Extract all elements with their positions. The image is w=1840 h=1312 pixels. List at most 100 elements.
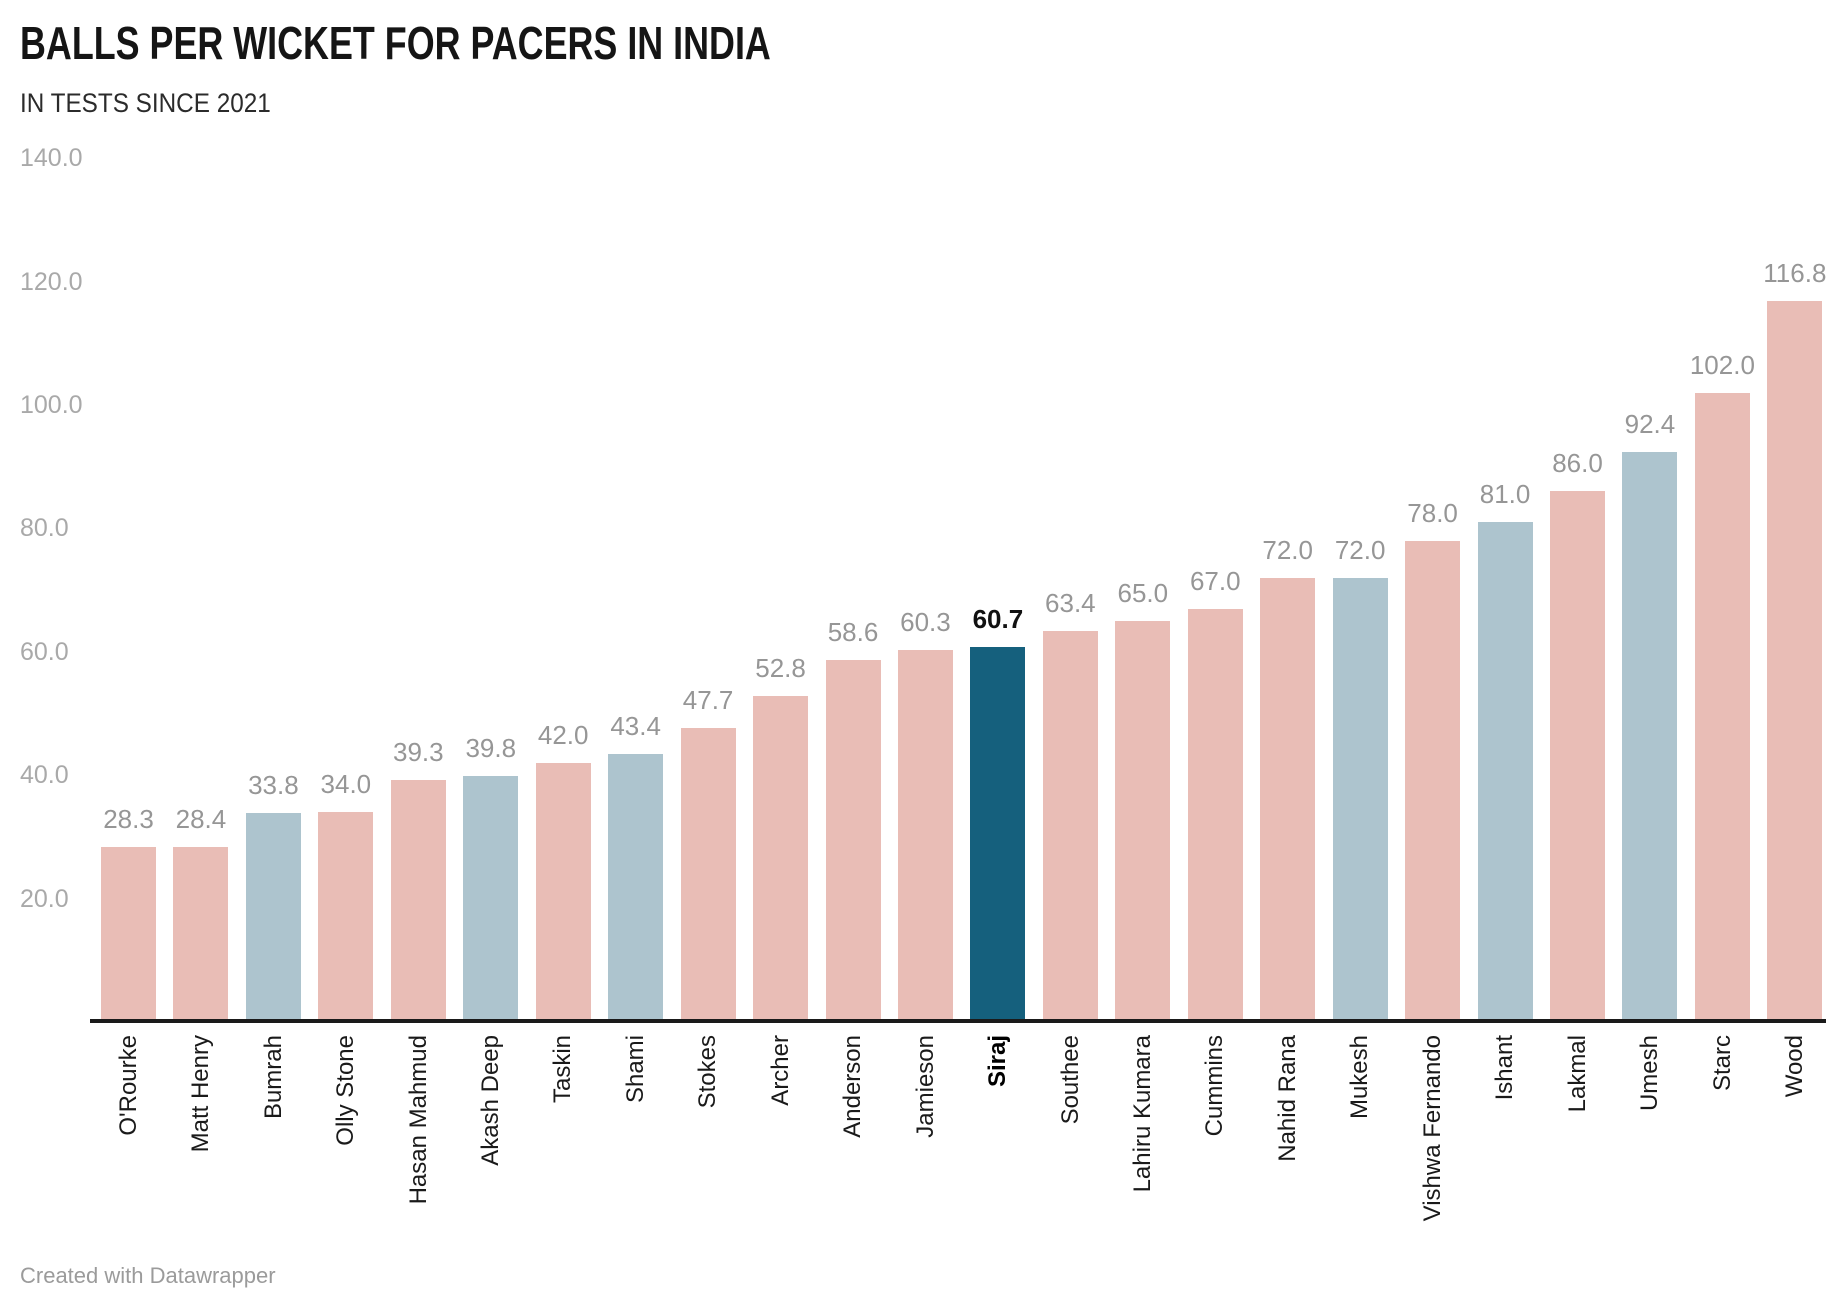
x-label-slot-umesh: Umesh [1622, 1035, 1677, 1111]
x-axis-line [90, 1019, 1826, 1023]
bar-lahiru-kumara[interactable] [1115, 620, 1171, 1020]
value-label-umesh: 92.4 [1624, 408, 1676, 439]
bar-bumrah[interactable] [245, 813, 301, 1020]
value-label-cummins: 67.0 [1189, 565, 1241, 596]
x-label-siraj: Siraj [984, 1035, 1012, 1088]
y-axis-tick-140.0: 140.0 [20, 144, 83, 173]
x-label-bumrah: Bumrah [259, 1035, 287, 1120]
x-label-hasan-mahmud: Hasan Mahmud [404, 1035, 432, 1205]
y-axis-tick-100.0: 100.0 [20, 391, 83, 419]
x-label-slot-taskin: Taskin [536, 1035, 591, 1103]
x-label-shami: Shami [621, 1035, 649, 1104]
x-label-matt-henry: Matt Henry [187, 1035, 215, 1153]
bar-lakmal[interactable] [1550, 491, 1605, 1020]
x-label-slot-anderson: Anderson [826, 1035, 881, 1138]
value-label-nahid-rana: 72.0 [1262, 534, 1313, 565]
value-label-wood: 116.8 [1763, 258, 1827, 289]
chart-title: BALLS PER WICKET FOR PACERS IN INDIA [20, 17, 771, 69]
value-label-akash-deep: 39.8 [465, 733, 517, 764]
value-label-starc: 102.0 [1689, 349, 1755, 380]
x-label-slot-o-rourke: O'Rourke [101, 1035, 156, 1136]
value-label-ishant: 81.0 [1479, 479, 1531, 510]
x-label-slot-akash-deep: Akash Deep [463, 1035, 518, 1166]
value-label-taskin: 42.0 [537, 719, 589, 750]
bar-vishwa-fernando[interactable] [1405, 540, 1461, 1020]
x-label-slot-stokes: Stokes [681, 1035, 736, 1108]
x-label-slot-vishwa-fernando: Vishwa Fernando [1405, 1035, 1460, 1221]
y-axis-tick-20.0: 20.0 [20, 884, 69, 913]
x-label-wood: Wood [1781, 1035, 1809, 1098]
value-label-lakmal: 86.0 [1552, 448, 1603, 479]
value-label-shami: 43.4 [610, 711, 661, 742]
y-axis-tick-40.0: 40.0 [20, 761, 69, 790]
bar-jamieson[interactable] [897, 649, 953, 1020]
x-label-slot-siraj: Siraj [970, 1035, 1025, 1087]
value-label-olly-stone: 34.0 [320, 769, 372, 800]
x-label-umesh: Umesh [1636, 1035, 1664, 1112]
value-label-hasan-mahmud: 39.3 [392, 736, 444, 767]
bar-archer[interactable] [753, 696, 809, 1020]
bar-hasan-mahmud[interactable] [390, 779, 446, 1020]
x-label-akash-deep: Akash Deep [476, 1035, 504, 1166]
value-label-archer: 52.8 [755, 653, 806, 684]
x-label-southee: Southee [1056, 1035, 1084, 1125]
x-label-anderson: Anderson [839, 1035, 867, 1138]
bar-stokes[interactable] [680, 727, 736, 1020]
value-label-matt-henry: 28.4 [175, 803, 227, 834]
x-label-slot-jamieson: Jamieson [898, 1035, 953, 1138]
x-label-lahiru-kumara: Lahiru Kumara [1129, 1035, 1156, 1193]
x-label-slot-mukesh: Mukesh [1333, 1035, 1388, 1119]
bar-matt-henry[interactable] [173, 846, 229, 1020]
value-label-mukesh: 72.0 [1334, 534, 1386, 565]
x-label-slot-olly-stone: Olly Stone [318, 1035, 373, 1146]
footer-credit-link[interactable]: Created with Datawrapper [20, 1263, 276, 1288]
bar-umesh[interactable] [1622, 451, 1678, 1020]
value-label-siraj: 60.7 [972, 604, 1024, 635]
bar-shami[interactable] [608, 754, 664, 1020]
x-label-slot-starc: Starc [1695, 1035, 1750, 1091]
bar-akash-deep[interactable] [463, 776, 519, 1020]
x-label-slot-nahid-rana: Nahid Rana [1260, 1035, 1315, 1162]
bar-nahid-rana[interactable] [1260, 577, 1316, 1020]
bar-starc[interactable] [1694, 392, 1750, 1020]
bar-anderson[interactable] [825, 660, 881, 1020]
x-label-lakmal: Lakmal [1563, 1035, 1591, 1113]
x-label-slot-lakmal: Lakmal [1550, 1035, 1605, 1112]
x-label-ishant: Ishant [1491, 1035, 1519, 1101]
value-label-lahiru-kumara: 65.0 [1117, 577, 1169, 608]
x-label-slot-cummins: Cummins [1188, 1035, 1243, 1136]
x-label-slot-archer: Archer [753, 1035, 808, 1106]
x-label-slot-lahiru-kumara: Lahiru Kumara [1115, 1035, 1170, 1192]
y-axis-tick-80.0: 80.0 [20, 514, 69, 543]
x-label-olly-stone: Olly Stone [332, 1035, 360, 1146]
x-label-starc: Starc [1708, 1035, 1736, 1092]
x-label-vishwa-fernando: Vishwa Fernando [1418, 1035, 1446, 1222]
bar-o-rourke[interactable] [101, 847, 156, 1020]
x-label-slot-southee: Southee [1043, 1035, 1098, 1124]
bar-ishant[interactable] [1477, 522, 1533, 1020]
bar-wood[interactable] [1767, 301, 1823, 1020]
value-label-stokes: 47.7 [682, 684, 734, 715]
y-axis-tick-120.0: 120.0 [20, 267, 83, 296]
bar-siraj[interactable] [970, 647, 1026, 1020]
bar-mukesh[interactable] [1332, 577, 1388, 1020]
bar-olly-stone[interactable] [318, 812, 374, 1020]
x-label-slot-ishant: Ishant [1478, 1035, 1533, 1100]
x-label-slot-hasan-mahmud: Hasan Mahmud [391, 1035, 446, 1204]
x-label-mukesh: Mukesh [1346, 1035, 1374, 1120]
bar-cummins[interactable] [1187, 608, 1243, 1020]
x-label-nahid-rana: Nahid Rana [1273, 1035, 1301, 1162]
x-label-jamieson: Jamieson [911, 1035, 939, 1138]
value-label-southee: 63.4 [1045, 587, 1096, 618]
bar-taskin[interactable] [535, 762, 591, 1020]
x-label-taskin: Taskin [549, 1035, 577, 1104]
x-label-slot-shami: Shami [608, 1035, 663, 1103]
value-label-o-rourke: 28.3 [103, 804, 154, 835]
value-label-bumrah: 33.8 [248, 770, 299, 801]
x-label-slot-wood: Wood [1767, 1035, 1822, 1097]
bar-southee[interactable] [1042, 630, 1098, 1020]
x-label-slot-bumrah: Bumrah [246, 1035, 301, 1119]
chart-subtitle: IN TESTS SINCE 2021 [20, 88, 271, 118]
